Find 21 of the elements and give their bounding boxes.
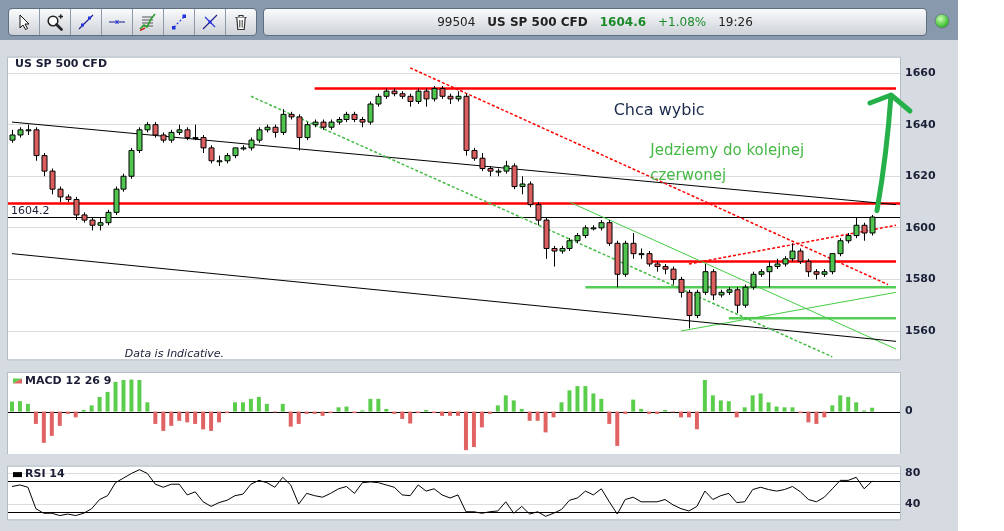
- text: 99504: [437, 15, 476, 29]
- y-tick-label: 1560: [905, 323, 936, 337]
- text: 19:26: [718, 15, 753, 29]
- text: 1604.6: [599, 15, 647, 29]
- ref-line-label: 1604.2: [11, 204, 50, 218]
- y-tick-label: 1600: [905, 220, 936, 234]
- text: +1.08%: [658, 15, 707, 29]
- legend-label: RSI 14: [25, 467, 65, 481]
- ref-line-label: 0: [905, 404, 913, 418]
- annotation: Jedziemy do kolejnej czerwonej: [649, 141, 805, 185]
- annotation: Data is Indicative.: [124, 346, 225, 360]
- text: US SP 500 CFD: [487, 15, 588, 29]
- chart-title: US SP 500 CFD: [15, 57, 108, 71]
- y-tick-label: 1640: [905, 117, 936, 131]
- y-tick-label: 80: [905, 466, 921, 480]
- y-tick-label: 40: [905, 496, 921, 510]
- annotation: Chca wybic: [613, 99, 705, 119]
- legend-label: MACD 12 26 9: [25, 373, 112, 387]
- y-tick-label: 1620: [905, 169, 936, 183]
- y-tick-label: 1580: [905, 272, 936, 286]
- y-tick-label: 1660: [905, 65, 936, 79]
